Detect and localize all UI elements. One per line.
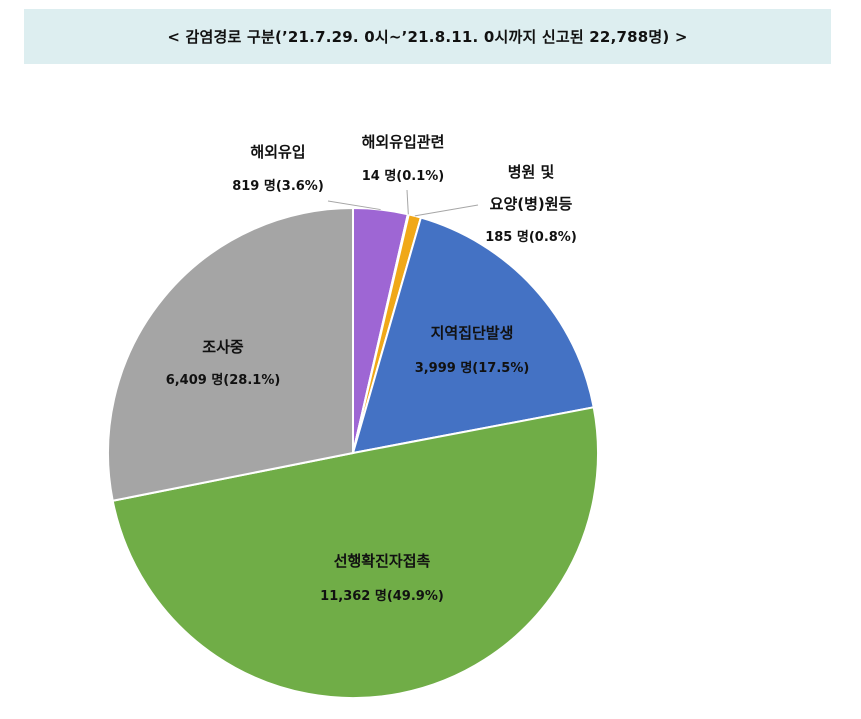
slice-label-name-5: 선행확진자접촉	[334, 552, 431, 570]
slice-label-name-3-line2: 요양(병)원등	[490, 195, 573, 213]
slice-label-value-2: 14 명(0.1%)	[362, 168, 445, 184]
slice-label-value-3: 185 명(0.8%)	[485, 229, 577, 245]
pie-slice-5	[111, 406, 599, 700]
slice-label-name-2: 해외유입관련	[362, 133, 445, 151]
slice-label-value-1: 819 명(3.6%)	[232, 178, 324, 194]
slice-label-name-6: 조사중	[202, 338, 244, 356]
leader-line-1	[327, 200, 381, 211]
pie-slice-6	[107, 206, 354, 502]
pie-slice-4	[351, 216, 595, 455]
slice-label-name-4: 지역집단발생	[431, 324, 514, 342]
slice-label-name-1: 해외유입	[250, 143, 305, 161]
slice-label-value-6: 6,409 명(28.1%)	[166, 372, 281, 388]
leader-line-3	[414, 204, 479, 217]
slice-label-value-5: 11,362 명(49.9%)	[320, 588, 444, 604]
chart-title: < 감염경로 구분(’21.7.29. 0시~’21.8.11. 0시까지 신고…	[24, 9, 831, 64]
slice-label-value-4: 3,999 명(17.5%)	[415, 360, 530, 376]
slice-label-name-3: 병원 및	[508, 163, 555, 181]
leader-line-2	[406, 189, 409, 215]
